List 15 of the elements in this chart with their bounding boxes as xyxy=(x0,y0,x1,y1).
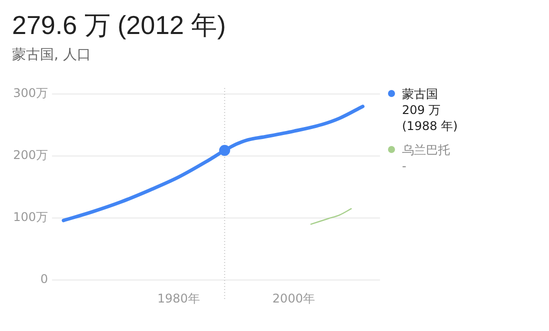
x-tick-label: 1980年 xyxy=(157,291,200,306)
text: 209 万 xyxy=(402,102,442,118)
line-series xyxy=(310,208,352,225)
chart-title: 279.6 万 (2012 年) xyxy=(12,9,226,42)
y-tick-label: 200万 xyxy=(13,148,48,162)
y-tick-label: 0 xyxy=(40,272,48,286)
line-series xyxy=(62,104,364,222)
chart-subtitle: 蒙古国, 人口 xyxy=(12,46,91,64)
y-tick-label: 300万 xyxy=(13,86,48,100)
legend-label: 蒙古国 xyxy=(402,86,439,102)
text: (1988 年) xyxy=(402,118,458,134)
legend-label: 乌兰巴托 xyxy=(402,142,451,158)
text: - xyxy=(402,158,408,174)
y-tick-label: 100万 xyxy=(13,210,48,224)
x-tick-label: 2000年 xyxy=(272,291,315,306)
